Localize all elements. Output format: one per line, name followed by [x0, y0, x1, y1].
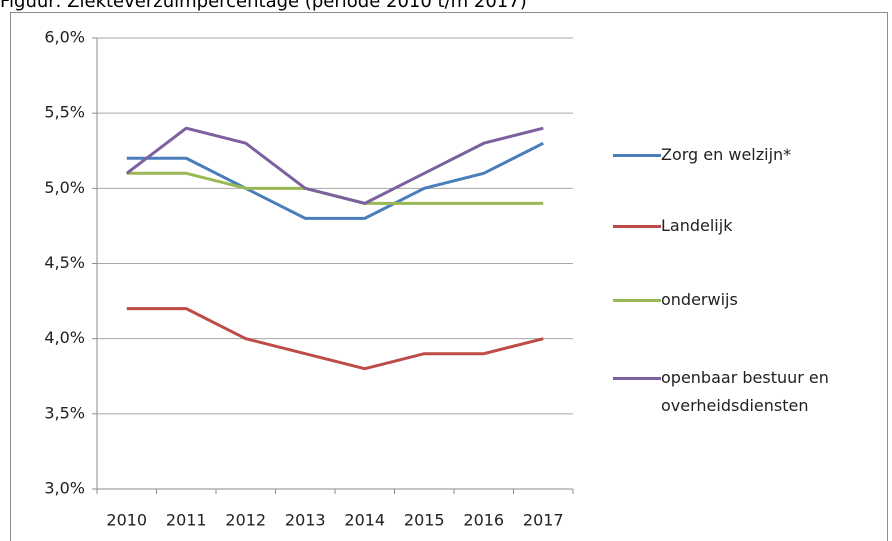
- legend-swatch: [613, 154, 661, 157]
- series-line: [125, 126, 544, 205]
- y-tick-label: 6,0%: [44, 28, 85, 47]
- y-tick-label: 4,5%: [44, 253, 85, 272]
- y-tick-label: 4,0%: [44, 328, 85, 347]
- x-tick-label: 2013: [285, 511, 326, 530]
- legend-label: Landelijk: [661, 216, 733, 235]
- series-line: [126, 141, 544, 220]
- y-tick-label: 3,5%: [44, 403, 85, 422]
- chart-frame: [10, 12, 888, 541]
- x-tick-label: 2016: [463, 511, 504, 530]
- y-tick-label: 3,0%: [44, 479, 85, 498]
- y-tick-label: 5,0%: [44, 178, 85, 197]
- chart-title: Figuur: Ziekteverzuimpercentage (periode…: [0, 0, 527, 12]
- legend-item: Landelijk: [613, 212, 861, 240]
- y-tick-label: 5,5%: [44, 103, 85, 122]
- legend-label: Zorg en welzijn*: [661, 145, 792, 164]
- x-tick-label: 2017: [523, 511, 564, 530]
- series-line: [126, 307, 544, 371]
- x-tick-label: 2010: [106, 511, 147, 530]
- x-tick-label: 2015: [404, 511, 445, 530]
- legend-swatch: [613, 225, 661, 228]
- legend-item: openbaar bestuur en overheidsdiensten: [613, 364, 861, 420]
- legend-label: openbaar bestuur en overheidsdiensten: [661, 368, 829, 415]
- legend-swatch: [613, 377, 661, 380]
- legend-item: onderwijs: [613, 286, 861, 314]
- legend-swatch: [613, 299, 661, 302]
- legend-item: Zorg en welzijn*: [613, 141, 861, 169]
- legend-label: onderwijs: [661, 290, 738, 309]
- x-tick-label: 2012: [225, 511, 266, 530]
- x-tick-label: 2011: [166, 511, 207, 530]
- x-tick-label: 2014: [344, 511, 385, 530]
